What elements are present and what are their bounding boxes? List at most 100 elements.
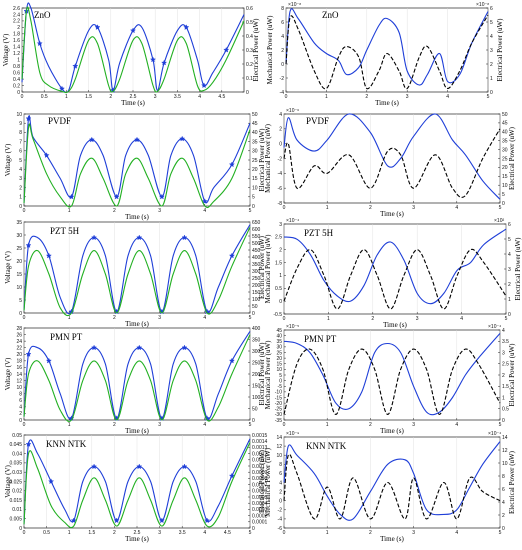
y2-tick-label: 0.2 (246, 62, 253, 68)
data-point-marker (228, 252, 235, 259)
y-tick-label: 2.5 (275, 235, 282, 241)
data-point-marker (129, 27, 137, 34)
y2-axis-exponent: ×10⁻⁸ (476, 2, 489, 8)
y-tick-label: 0.03 (12, 470, 22, 476)
y-tick-label: -2 (278, 508, 283, 514)
x-tick-label: 3 (406, 94, 409, 100)
x-axis-label: Time (s) (125, 535, 149, 543)
y-tick-label: 1.4 (13, 45, 20, 51)
x-tick-label: 3 (412, 530, 415, 536)
y2-axis-label: Electrical Power (uW) (258, 342, 266, 406)
data-point-marker (68, 193, 75, 200)
y-tick-label: 1 (19, 195, 22, 201)
y-tick-label: -10 (275, 390, 282, 396)
y2-tick-label: 0.4 (246, 34, 253, 40)
y2-tick-label: 2 (502, 513, 505, 519)
x-tick-label: 3.5 (174, 94, 181, 100)
plot-frame (285, 7, 489, 93)
y-tick-label: 2 (279, 248, 282, 254)
y-axis-label: Voltage (V) (4, 357, 12, 390)
chart-pmn_v: 0 1 2 3 4 50246810121416182022242628050100150… (4, 326, 266, 435)
y-tick-label: 8 (19, 392, 22, 398)
y-tick-label: 1 (279, 273, 282, 279)
y-tick-label: 2.6 (13, 6, 20, 12)
y-tick-label: 35 (16, 220, 22, 226)
y2-tick-label: 3 (490, 48, 493, 54)
panel-title: ZnO (322, 10, 339, 20)
y2-tick-label: 0.0013 (252, 445, 268, 451)
y2-tick-label: 0.0002 (252, 513, 268, 519)
y2-tick-label: 30 (252, 149, 258, 155)
y2-tick-label: 400 (252, 255, 261, 261)
series-line-0 (283, 441, 501, 521)
y-tick-label: 0.05 (12, 433, 22, 439)
y-tick-label: 1.6 (13, 38, 20, 44)
x-tick-label: 1.5 (88, 530, 95, 536)
x-axis-label: Time (s) (125, 213, 149, 221)
y2-tick-label: 25 (502, 156, 508, 162)
x-tick-label: 1 (327, 316, 330, 322)
x-tick-label: 4 (455, 530, 458, 536)
y2-tick-label: 5 (490, 20, 493, 26)
series-line-1 (23, 123, 251, 209)
y-tick-label: 0.045 (9, 442, 22, 448)
y-tick-label: 8 (279, 462, 282, 468)
data-point-marker (88, 136, 95, 143)
y-tick-label: 25 (276, 350, 282, 356)
data-point-marker (91, 234, 97, 241)
plot-frame (23, 327, 251, 421)
x-tick-label: 4 (460, 316, 463, 322)
y2-axis-label: Electrical Power (uW) (508, 343, 516, 407)
y2-axis-exponent: ×10⁻⁴ (488, 324, 501, 330)
y-tick-label: 1.2 (13, 51, 20, 57)
y-tick-label: 4 (19, 405, 22, 411)
x-tick-label: 4.5 (218, 94, 225, 100)
y-tick-label: 40 (276, 333, 282, 339)
data-point-marker (181, 344, 188, 351)
y2-tick-label: 0.0009 (252, 470, 268, 476)
x-tick-label: 0 (283, 422, 286, 428)
x-tick-label: 0 (23, 315, 26, 321)
data-point-marker (201, 82, 207, 89)
y2-tick-label: 4 (502, 328, 505, 334)
y2-tick-label: 0 (252, 311, 255, 317)
y2-tick-label: 350 (252, 262, 261, 268)
y-tick-label: 45 (276, 328, 282, 334)
y2-axis-label: Electrical Power (uW) (252, 18, 260, 82)
y-tick-label: 0 (19, 204, 22, 210)
y2-tick-label: 35 (502, 139, 508, 145)
y2-tick-label: 50 (252, 304, 258, 310)
x-axis-label: Time (s) (125, 427, 149, 435)
y-tick-label: -15 (275, 395, 282, 401)
y-tick-label: 25 (16, 246, 22, 252)
y-tick-label: 2 (281, 48, 284, 54)
x-tick-label: 2 (369, 205, 372, 211)
y2-tick-label: 0 (246, 90, 249, 96)
data-point-marker (161, 59, 168, 66)
series-line-1 (285, 14, 489, 90)
y2-axis-exponent: ×10⁻⁴ (488, 431, 501, 437)
y-axis-exponent: ×10⁻⁸ (288, 2, 301, 8)
y2-tick-label: 0 (490, 90, 493, 96)
y2-tick-label: 35 (252, 139, 258, 145)
y2-tick-label: 0.0003 (252, 507, 268, 513)
data-point-marker (72, 63, 79, 69)
x-tick-label: 3 (416, 316, 419, 322)
y-tick-label: 0.6 (13, 70, 20, 76)
y-tick-label: 0 (279, 499, 282, 505)
y2-tick-label: 3 (508, 267, 511, 273)
y-axis-label: Mechanical Power (uW) (266, 15, 274, 84)
y-tick-label: 2 (17, 25, 20, 31)
y2-axis-label: Electrical Power (uW) (496, 18, 504, 82)
y2-tick-label: 6 (508, 222, 511, 228)
y2-tick-label: 0.001 (252, 464, 265, 470)
data-point-marker (228, 161, 235, 168)
y-tick-label: 10 (16, 285, 22, 291)
y-tick-label: 6 (281, 20, 284, 26)
x-axis-label: Time (s) (121, 99, 145, 107)
y2-tick-label: 12 (502, 448, 508, 454)
data-point-marker (59, 85, 65, 92)
data-point-marker (228, 472, 235, 479)
y2-tick-label: 15 (252, 176, 258, 182)
